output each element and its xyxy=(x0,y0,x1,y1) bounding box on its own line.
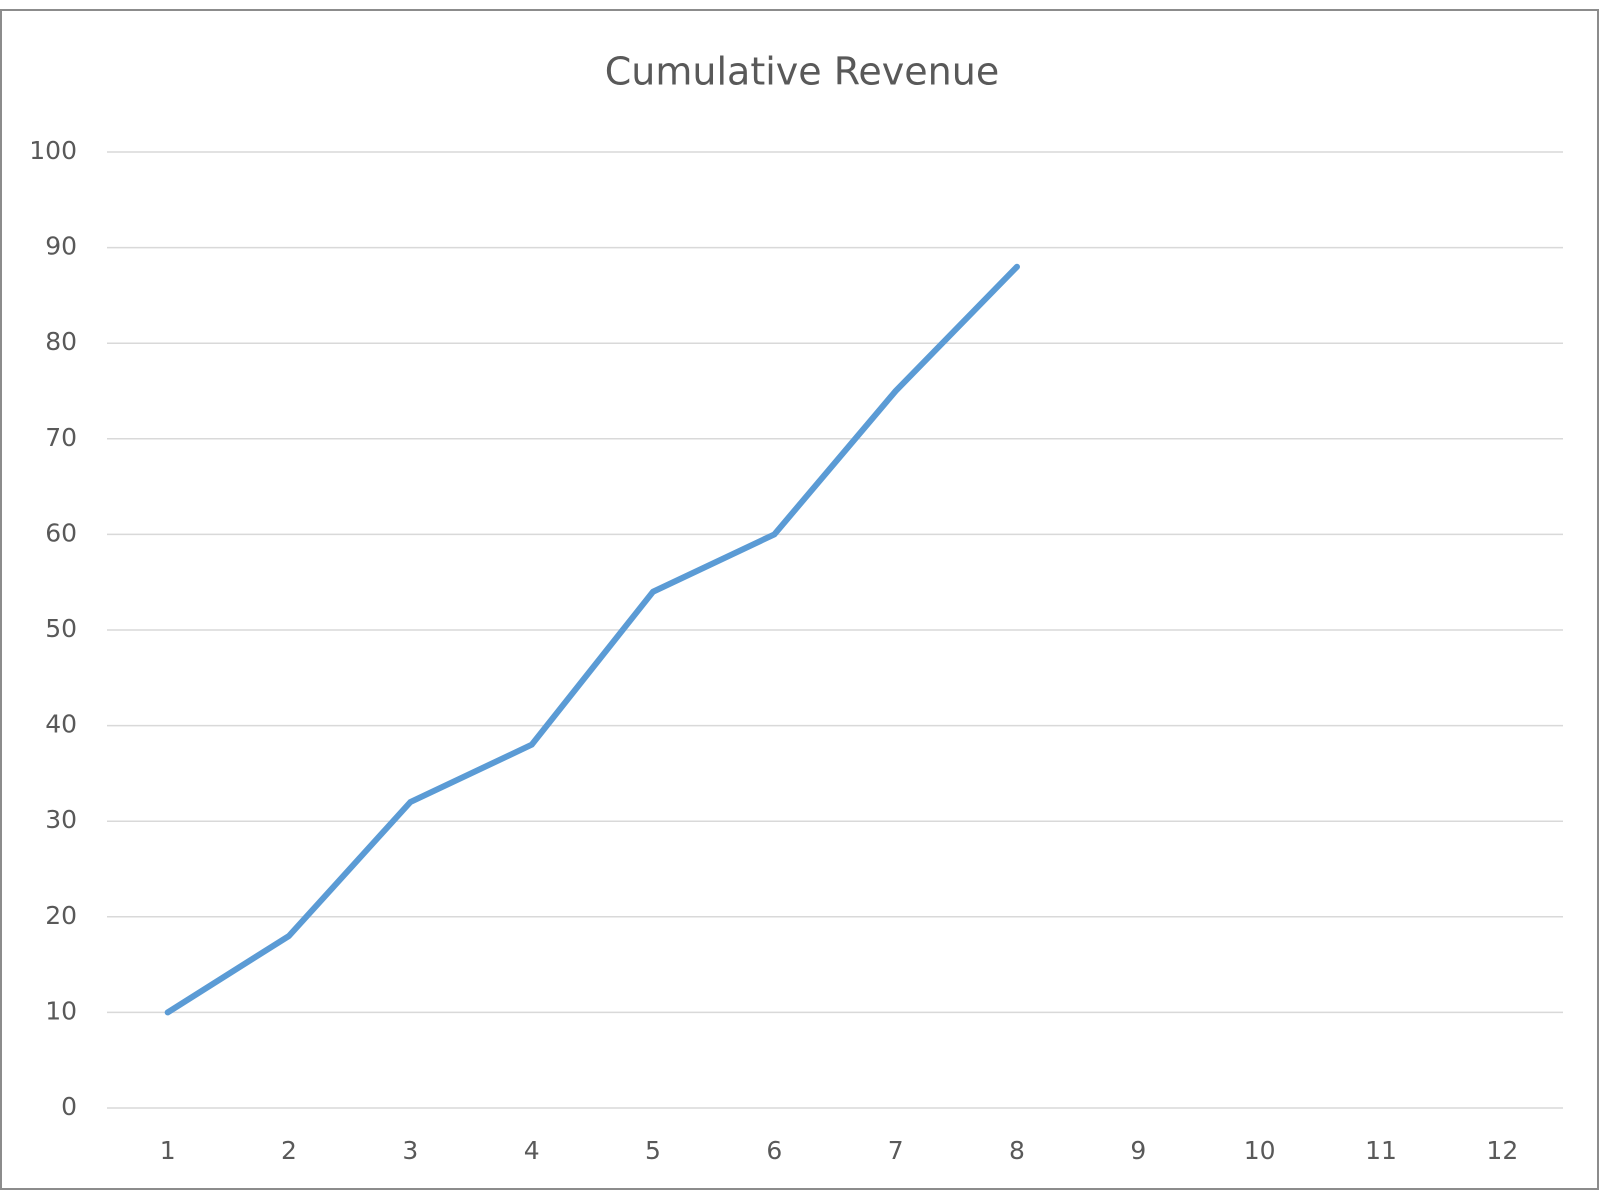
x-tick-label: 11 xyxy=(1365,1136,1397,1165)
y-tick-label: 70 xyxy=(45,423,77,452)
y-tick-label: 90 xyxy=(45,232,77,261)
chart-frame xyxy=(0,9,1599,1190)
y-tick-label: 20 xyxy=(45,901,77,930)
y-tick-label: 10 xyxy=(45,996,77,1025)
y-tick-label: 40 xyxy=(45,710,77,739)
y-tick-label: 80 xyxy=(45,327,77,356)
x-tick-label: 12 xyxy=(1486,1136,1518,1165)
y-tick-label: 30 xyxy=(45,805,77,834)
x-tick-label: 9 xyxy=(1130,1136,1146,1165)
y-tick-label: 100 xyxy=(29,136,77,165)
line xyxy=(164,263,1020,1016)
y-tick-label: 0 xyxy=(61,1092,77,1121)
x-tick-label: 8 xyxy=(1009,1136,1025,1165)
x-tick-label: 1 xyxy=(160,1136,176,1165)
x-tick-label: 2 xyxy=(281,1136,297,1165)
x-tick-label: 6 xyxy=(766,1136,782,1165)
chart-title: Cumulative Revenue xyxy=(605,50,999,94)
y-tick-label: 60 xyxy=(45,518,77,547)
x-tick-label: 5 xyxy=(645,1136,661,1165)
y-tick-label: 50 xyxy=(45,614,77,643)
x-tick-label: 4 xyxy=(524,1136,540,1165)
x-tick-label: 3 xyxy=(402,1136,418,1165)
x-tick-label: 7 xyxy=(888,1136,904,1165)
x-tick-label: 10 xyxy=(1244,1136,1276,1165)
